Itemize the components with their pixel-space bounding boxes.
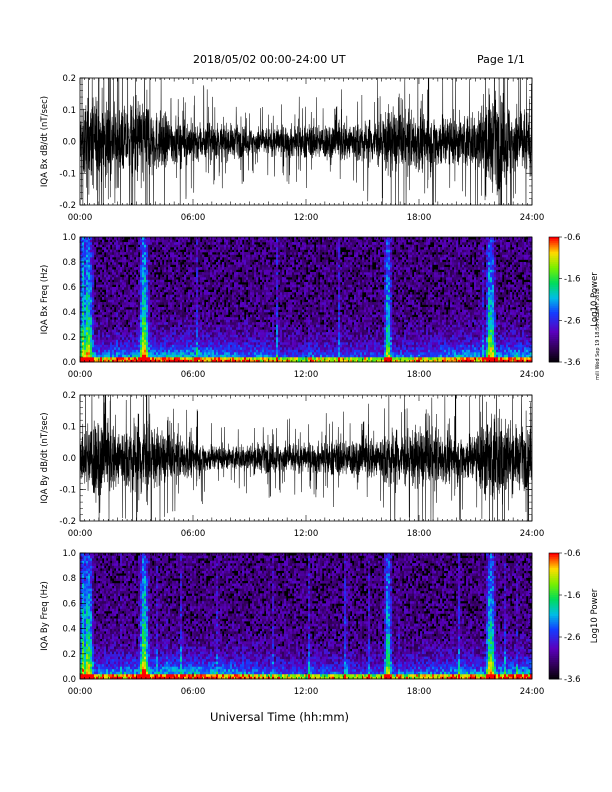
y-tick-label: 0.1: [62, 106, 76, 116]
colorbar-label: Log10 Power: [590, 272, 600, 327]
x-tick-labels-3: 00:00 06:00 12:00 18:00 24:00: [68, 687, 545, 697]
y-tick-labels-1: 0.0 0.2 0.4 0.6 0.8 1.0: [62, 233, 532, 368]
x-tick-label: 06:00: [181, 370, 206, 380]
x-tick-label: 12:00: [294, 370, 319, 380]
x-tick-labels-2: 00:00 06:00 12:00 18:00 24:00: [68, 529, 545, 539]
x-tick-label: 18:00: [407, 687, 432, 697]
x-tick-label: 24:00: [520, 529, 545, 539]
y-axis-label-3: IQA By Freq (Hz): [40, 581, 50, 651]
x-tick-label: 18:00: [407, 529, 432, 539]
x-tick-label: 24:00: [520, 687, 545, 697]
x-tick-label: 00:00: [68, 213, 93, 223]
x-tick-label: 00:00: [68, 370, 93, 380]
colorbar-label: Log10 Power: [590, 588, 600, 643]
x-tick-labels-1: 00:00 06:00 12:00 18:00 24:00: [68, 370, 545, 380]
colorbar-3: -0.6 -1.6 -2.6 -3.6 Log10 Power: [548, 549, 600, 685]
x-tick-label: 24:00: [520, 370, 545, 380]
y-tick-label: 0.8: [62, 574, 76, 584]
spectrogram-3: [80, 553, 533, 680]
y-axis-label-0: IQA Bx dB/dt (nT/sec): [40, 96, 50, 187]
x-tick-label: 06:00: [181, 529, 206, 539]
y-tick-label: 0.8: [62, 258, 76, 268]
timestamp-stamp: mili Wed Sep 19 18:50:45 GMT 2018: [595, 288, 601, 380]
y-axis-label-1: IQA Bx Freq (Hz): [40, 265, 50, 335]
x-axis-label: Universal Time (hh:mm): [210, 710, 349, 724]
y-tick-label: 0.2: [62, 74, 76, 84]
y-tick-label: 0.0: [62, 358, 76, 368]
waveform-series-0: [80, 78, 532, 205]
y-tick-label: 0.4: [62, 308, 76, 318]
x-tick-marks-0: [79, 78, 533, 205]
y-tick-label: 0.0: [62, 138, 76, 148]
y-axis-label-2: IQA By dB/dt (nT/sec): [40, 412, 50, 503]
y-tick-label: 1.0: [62, 549, 76, 559]
x-tick-label: 24:00: [520, 213, 545, 223]
x-tick-label: 18:00: [407, 213, 432, 223]
x-tick-labels-0: 00:00 06:00 12:00 18:00 24:00: [68, 213, 545, 223]
x-tick-label: 00:00: [68, 687, 93, 697]
x-tick-marks-2: [79, 395, 533, 521]
colorbar-tick-label: -0.6: [564, 549, 581, 559]
y-tick-labels-2: -0.2 -0.1 0.0 0.1 0.2: [59, 391, 532, 527]
page-title: 2018/05/02 00:00-24:00 UT: [193, 53, 346, 66]
y-tick-labels-3: 0.0 0.2 0.4 0.6 0.8 1.0: [62, 549, 532, 685]
spectrogram-1: [80, 237, 533, 363]
colorbar-tick-label: -3.6: [564, 675, 581, 685]
x-tick-label: 12:00: [294, 213, 319, 223]
x-tick-label: 12:00: [294, 529, 319, 539]
y-tick-label: 0.1: [62, 423, 76, 433]
y-tick-label: -0.1: [59, 486, 76, 496]
y-tick-label: 0.2: [62, 333, 76, 343]
colorbar-tick-label: -2.6: [564, 316, 581, 326]
colorbar-tick-label: -1.6: [564, 275, 581, 285]
y-tick-label: 0.6: [62, 283, 76, 293]
y-tick-label: 0.4: [62, 625, 76, 635]
y-tick-label: 0.0: [62, 454, 76, 464]
colorbar-tick-label: -2.6: [564, 633, 581, 643]
y-tick-label: 0.2: [62, 650, 76, 660]
colorbar-1: -0.6 -1.6 -2.6 -3.6 Log10 Power: [548, 233, 600, 368]
x-tick-label: 06:00: [181, 213, 206, 223]
colorbar-tick-label: -1.6: [564, 591, 581, 601]
x-tick-label: 18:00: [407, 370, 432, 380]
y-tick-label: 1.0: [62, 233, 76, 243]
y-tick-label: -0.1: [59, 169, 76, 179]
y-tick-label: 0.2: [62, 391, 76, 401]
x-tick-label: 06:00: [181, 687, 206, 697]
y-tick-label: -0.2: [59, 201, 76, 211]
y-tick-labels-0: -0.2 -0.1 0.0 0.1 0.2: [59, 74, 532, 211]
colorbar-tick-label: -3.6: [564, 358, 581, 368]
y-tick-label: 0.6: [62, 599, 76, 609]
colorbar-tick-label: -0.6: [564, 233, 581, 243]
y-tick-label: -0.2: [59, 517, 76, 527]
x-tick-label: 12:00: [294, 687, 319, 697]
page-number: Page 1/1: [477, 53, 525, 66]
y-tick-label: 0.0: [62, 675, 76, 685]
x-tick-label: 00:00: [68, 529, 93, 539]
waveform-series-2: [80, 395, 532, 521]
